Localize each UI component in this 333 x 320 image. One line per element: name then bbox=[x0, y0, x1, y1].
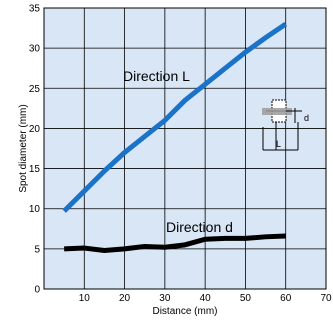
series-line-direction-d bbox=[64, 233, 286, 253]
series-layer bbox=[62, 21, 288, 253]
x-tick-label: 60 bbox=[280, 293, 292, 304]
beam-diagram-inset: d L bbox=[262, 99, 309, 151]
y-tick-label: 30 bbox=[29, 44, 41, 55]
series-line-direction-l bbox=[62, 21, 288, 213]
series-label-direction-l: Direction L bbox=[123, 68, 190, 84]
y-tick-label: 10 bbox=[29, 204, 41, 215]
plot-background bbox=[43, 7, 327, 290]
y-tick-label: 15 bbox=[29, 164, 41, 175]
x-tick-label: 20 bbox=[119, 293, 131, 304]
x-tick-label: 40 bbox=[200, 293, 212, 304]
y-tick-label: 0 bbox=[34, 285, 40, 296]
y-axis-label: Spot diameter (mm) bbox=[18, 104, 29, 192]
grid-lines bbox=[44, 8, 326, 289]
y-tick-label: 5 bbox=[34, 244, 40, 255]
x-tick-label: 30 bbox=[159, 293, 171, 304]
series-label-direction-d: Direction d bbox=[166, 219, 233, 235]
x-axis-label: Distance (mm) bbox=[152, 306, 217, 317]
x-tick-label: 70 bbox=[320, 293, 332, 304]
y-tick-label: 20 bbox=[29, 124, 41, 135]
x-tick-label: 50 bbox=[240, 293, 252, 304]
y-tick-label: 25 bbox=[29, 84, 41, 95]
tick-labels: 0 5 10 15 20 25 30 35 10 20 30 40 50 60 70 bbox=[29, 4, 332, 305]
x-tick-label: 10 bbox=[79, 293, 91, 304]
y-tick-label: 35 bbox=[29, 4, 41, 15]
inset-label-L: L bbox=[276, 139, 281, 149]
inset-label-d: d bbox=[304, 113, 309, 123]
